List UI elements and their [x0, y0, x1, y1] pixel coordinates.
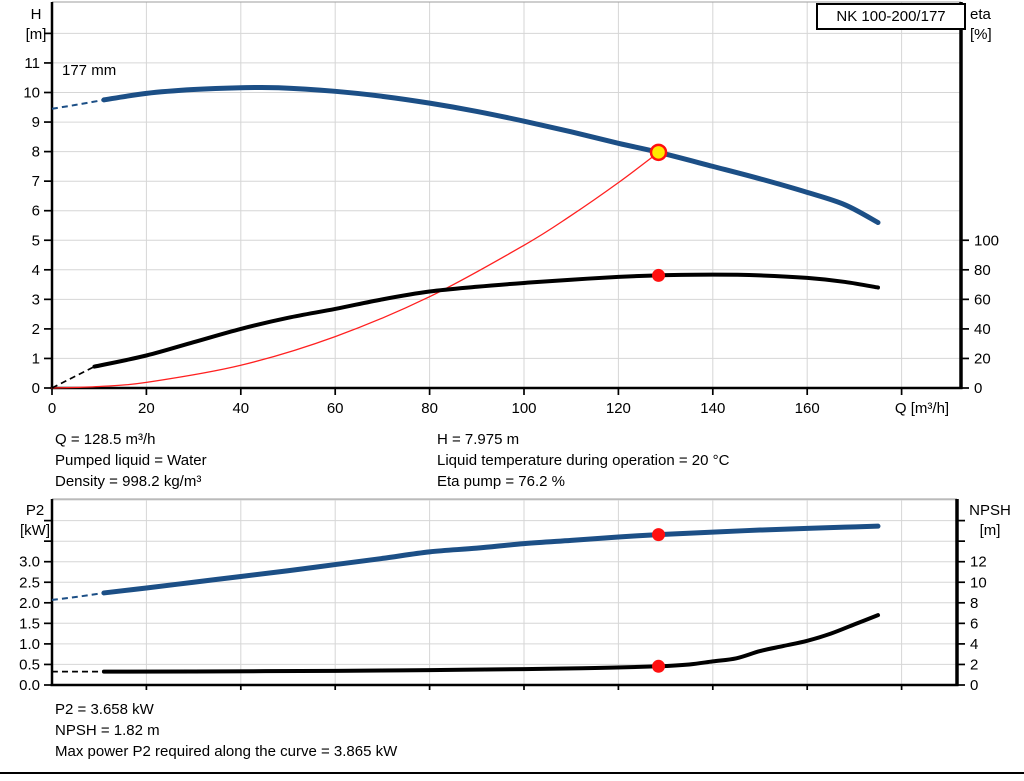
x-axis-label: Q [m³/h]	[895, 400, 949, 417]
annotation-line: P2 = 3.658 kW	[55, 701, 154, 718]
svg-text:20: 20	[974, 350, 991, 367]
svg-text:1.5: 1.5	[19, 615, 40, 632]
npsh-axis-title-line2: [m]	[979, 522, 1001, 539]
axis-ticks	[44, 519, 965, 690]
eta-axis-title-line2: [%]	[970, 26, 992, 43]
svg-text:0: 0	[48, 400, 56, 417]
npsh-axis-title: NPSH [m]	[960, 501, 1020, 541]
head-axis-title-line1: H	[30, 6, 42, 23]
annotation-line: Max power P2 required along the curve = …	[55, 743, 398, 760]
svg-text:0.0: 0.0	[19, 677, 40, 694]
head-axis-title-line2: [m]	[25, 26, 47, 43]
annotation-line: Density = 998.2 kg/m³	[55, 473, 202, 490]
p2-curve	[101, 523, 881, 596]
axis-tick-labels: 0.0 0.5 1.0 1.5 2.0 2.5 3.0 0 2 4 6 8 10 12	[19, 554, 987, 694]
svg-text:0: 0	[974, 380, 982, 397]
duty-point-npsh	[652, 659, 666, 673]
head-capacity-chart: 0 1 2 3 4 5 6 7 8 9 10 11 0 20 40 60 80 100 0 20 40 60 80 100 12…	[23, 1, 999, 417]
axis-ticks	[44, 32, 969, 395]
gridlines	[52, 2, 961, 388]
npsh-curve	[101, 613, 880, 674]
annotation-line: Pumped liquid = Water	[55, 452, 207, 469]
svg-text:80: 80	[421, 400, 438, 417]
efficiency-curve	[92, 272, 880, 369]
svg-text:60: 60	[327, 400, 344, 417]
svg-text:40: 40	[974, 321, 991, 338]
svg-text:40: 40	[232, 400, 249, 417]
svg-text:1: 1	[32, 350, 40, 367]
pump-curve-177mm-dashed	[51, 98, 105, 110]
svg-text:6: 6	[32, 203, 40, 220]
svg-text:120: 120	[606, 400, 631, 417]
svg-text:60: 60	[974, 291, 991, 308]
svg-text:3: 3	[32, 291, 40, 308]
svg-text:5: 5	[32, 232, 40, 249]
p2-axis-title-line1: P2	[25, 502, 45, 519]
duty-point-p2	[652, 528, 666, 542]
svg-text:6: 6	[970, 615, 978, 632]
npsh-axis-title-line1: NPSH	[969, 502, 1011, 519]
svg-text:11: 11	[24, 55, 40, 72]
svg-text:7: 7	[32, 173, 40, 190]
svg-text:4: 4	[970, 636, 978, 653]
annotation-line: H = 7.975 m	[437, 431, 520, 448]
svg-text:4: 4	[32, 262, 40, 279]
eta-axis-title: eta [%]	[970, 5, 1022, 45]
svg-text:8: 8	[970, 595, 978, 612]
duty-annotation-col2: H = 7.975 m Liquid temperature during op…	[437, 429, 729, 492]
svg-text:10: 10	[23, 85, 40, 102]
head-axis-title: H [m]	[16, 5, 56, 45]
svg-text:2.5: 2.5	[19, 574, 40, 591]
svg-text:2.0: 2.0	[19, 595, 40, 612]
svg-text:3.0: 3.0	[19, 554, 40, 571]
svg-text:0: 0	[970, 677, 978, 694]
annotation-line: NPSH = 1.82 m	[55, 722, 160, 739]
bottom-separator	[0, 772, 1024, 774]
pump-model-legend: NK 100-200/177	[816, 3, 966, 30]
duty-point-eta	[652, 268, 666, 282]
power-npsh-chart: 0.0 0.5 1.0 1.5 2.0 2.5 3.0 0 2 4 6 8 10 12	[19, 498, 987, 694]
annotation-line: Liquid temperature during operation = 20…	[437, 452, 730, 469]
annotation-line: Eta pump = 76.2 %	[437, 473, 565, 490]
svg-text:2: 2	[970, 656, 978, 673]
svg-text:140: 140	[700, 400, 725, 417]
svg-text:20: 20	[138, 400, 155, 417]
p2-curve-dashed	[51, 591, 105, 601]
power-annotation: P2 = 3.658 kW NPSH = 1.82 m Max power P2…	[55, 699, 397, 762]
svg-text:100: 100	[974, 232, 999, 249]
duty-point-head	[649, 143, 668, 162]
svg-text:9: 9	[32, 114, 40, 131]
svg-text:10: 10	[970, 574, 987, 591]
svg-text:160: 160	[795, 400, 820, 417]
svg-text:0: 0	[32, 380, 40, 397]
curve-size-label: 177 mm	[62, 62, 116, 79]
system-curve	[51, 151, 660, 389]
pump-curve-177mm	[101, 84, 881, 226]
duty-annotation-col1: Q = 128.5 m³/h Pumped liquid = Water Den…	[55, 429, 207, 492]
p2-axis-title-line2: [kW]	[20, 522, 50, 539]
svg-text:1.0: 1.0	[19, 636, 40, 653]
axis-tick-labels: 0 1 2 3 4 5 6 7 8 9 10 11 0 20 40 60 80 100 0 20 40 60 80 100 12…	[23, 55, 999, 417]
efficiency-curve-dashed	[51, 365, 95, 389]
svg-text:12: 12	[970, 554, 987, 571]
svg-text:0.5: 0.5	[19, 656, 40, 673]
eta-axis-title-line1: eta	[970, 6, 991, 23]
svg-text:100: 100	[511, 400, 536, 417]
p2-axis-title: P2 [kW]	[12, 501, 58, 541]
svg-text:2: 2	[32, 321, 40, 338]
annotation-line: Q = 128.5 m³/h	[55, 431, 156, 448]
svg-text:80: 80	[974, 262, 991, 279]
svg-text:8: 8	[32, 144, 40, 161]
